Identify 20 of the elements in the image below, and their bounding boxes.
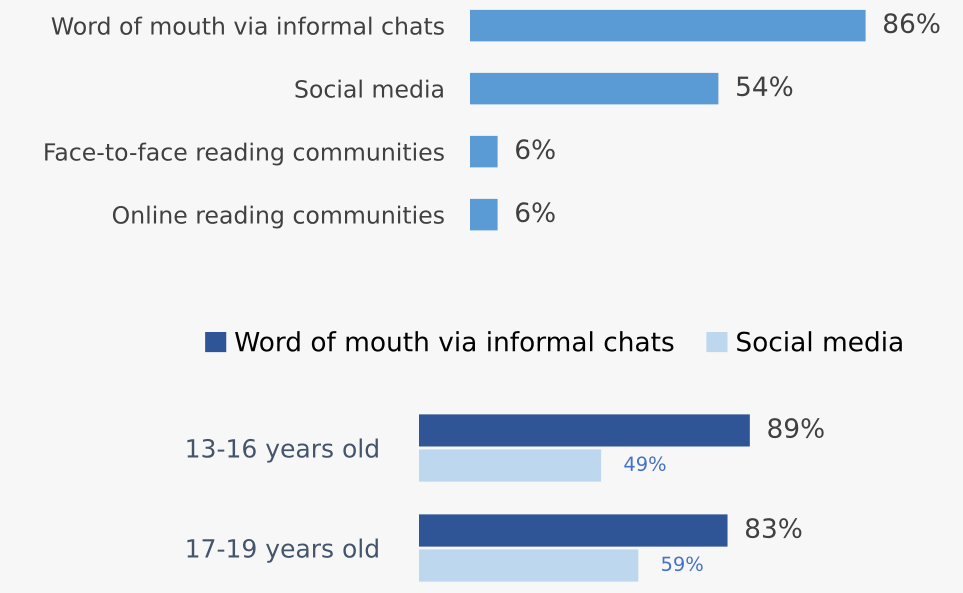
bar: [419, 449, 602, 482]
data-label: 59%: [662, 556, 703, 572]
data-label: 86%: [884, 13, 940, 34]
data-label: 83%: [746, 518, 802, 538]
data-label: 6%: [516, 139, 555, 160]
data-label: 49%: [624, 456, 666, 472]
legend-label: Word of mouth via informal chats: [235, 331, 674, 352]
y-tick-label: Social media: [296, 80, 443, 98]
bar: [419, 414, 750, 447]
y-tick-label: 13-16 years old: [187, 438, 378, 463]
data-label: 6%: [516, 202, 555, 222]
bar: [419, 514, 728, 547]
y-tick-label: Face-to-face reading communities: [45, 142, 444, 166]
y-tick-label: Online reading communities: [112, 206, 444, 228]
y-tick-label: 17-19 years old: [187, 538, 378, 563]
data-label: 54%: [737, 76, 792, 96]
legend-label: Social media: [737, 331, 902, 352]
bar: [419, 549, 638, 582]
y-tick-label: Word of mouth via informal chats: [52, 16, 444, 35]
data-label: 89%: [768, 418, 824, 438]
